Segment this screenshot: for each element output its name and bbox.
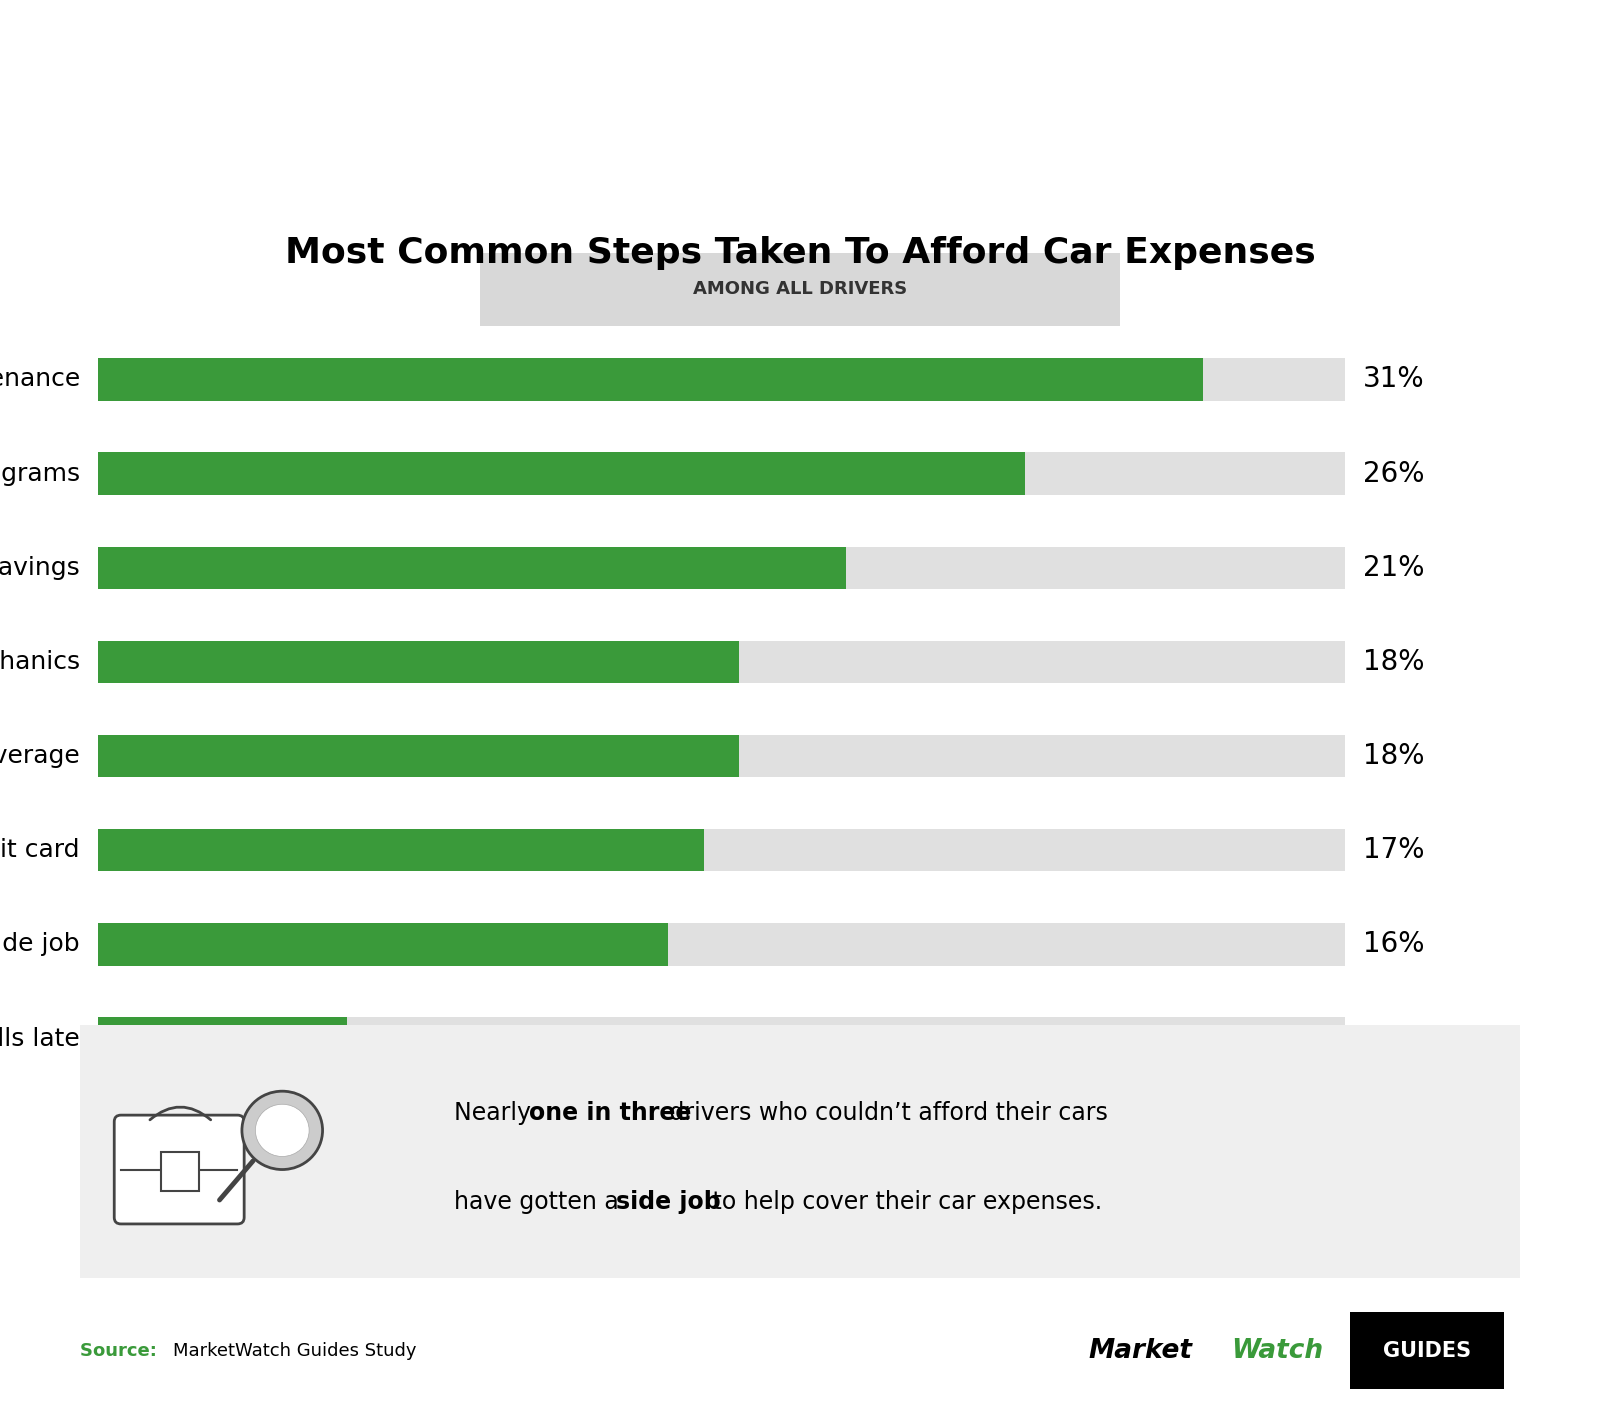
FancyBboxPatch shape (1350, 1311, 1504, 1390)
Bar (98, 546, 846, 588)
Bar (98, 1018, 1346, 1060)
Text: 7%: 7% (1363, 1025, 1406, 1053)
FancyBboxPatch shape (448, 249, 1152, 330)
Text: Market: Market (1088, 1338, 1192, 1363)
Text: side job: side job (616, 1189, 720, 1214)
Text: Using fuel rewards programs: Using fuel rewards programs (0, 462, 80, 486)
Bar (98, 734, 1346, 778)
Text: Watch: Watch (1232, 1338, 1323, 1363)
Text: Learning basic auto mechanics: Learning basic auto mechanics (0, 650, 80, 674)
Text: 21%: 21% (1363, 553, 1424, 581)
FancyBboxPatch shape (114, 1115, 245, 1224)
Bar (98, 640, 1346, 684)
Bar (98, 358, 1346, 400)
Bar (98, 358, 1203, 400)
Text: 16%: 16% (1363, 931, 1424, 959)
Text: Source:: Source: (80, 1342, 163, 1359)
Circle shape (256, 1104, 309, 1157)
Bar (98, 830, 704, 872)
Text: Getting a side job: Getting a side job (0, 932, 80, 956)
Bar (98, 452, 1346, 494)
Circle shape (242, 1091, 323, 1170)
FancyArrowPatch shape (150, 1106, 211, 1120)
Text: Reducing car insurance coverage: Reducing car insurance coverage (0, 744, 80, 768)
FancyBboxPatch shape (51, 1019, 1549, 1283)
Bar (98, 734, 739, 778)
Bar (98, 1018, 347, 1060)
Text: AMONG ALL DRIVERS: AMONG ALL DRIVERS (693, 281, 907, 298)
Text: Using emergency savings: Using emergency savings (0, 556, 80, 580)
Text: GUIDES: GUIDES (1382, 1341, 1470, 1360)
Bar (98, 640, 739, 684)
Text: one in three: one in three (530, 1101, 691, 1126)
Bar (98, 830, 1346, 872)
Text: drivers who couldn’t afford their cars: drivers who couldn’t afford their cars (662, 1101, 1107, 1126)
Bar (98, 924, 669, 966)
Text: Nearly: Nearly (454, 1101, 539, 1126)
FancyBboxPatch shape (162, 1153, 200, 1191)
Text: 31%: 31% (1363, 365, 1426, 393)
Text: have gotten a: have gotten a (454, 1189, 627, 1214)
Text: 18%: 18% (1363, 647, 1424, 675)
Text: 26%: 26% (1363, 459, 1424, 487)
Text: MarketWatch Guides Study: MarketWatch Guides Study (173, 1342, 416, 1359)
Text: Most Common Steps Taken To Afford Car Expenses: Most Common Steps Taken To Afford Car Ex… (285, 236, 1315, 270)
Text: 17%: 17% (1363, 837, 1424, 865)
Bar (98, 452, 1024, 494)
Bar (98, 924, 1346, 966)
Text: DIY car maintenance: DIY car maintenance (0, 368, 80, 392)
Text: Paying with a credit card: Paying with a credit card (0, 838, 80, 862)
Text: Paying other bills late: Paying other bills late (0, 1026, 80, 1050)
Text: 18%: 18% (1363, 743, 1424, 771)
Bar (98, 546, 1346, 588)
Text: to help cover their car expenses.: to help cover their car expenses. (706, 1189, 1102, 1214)
